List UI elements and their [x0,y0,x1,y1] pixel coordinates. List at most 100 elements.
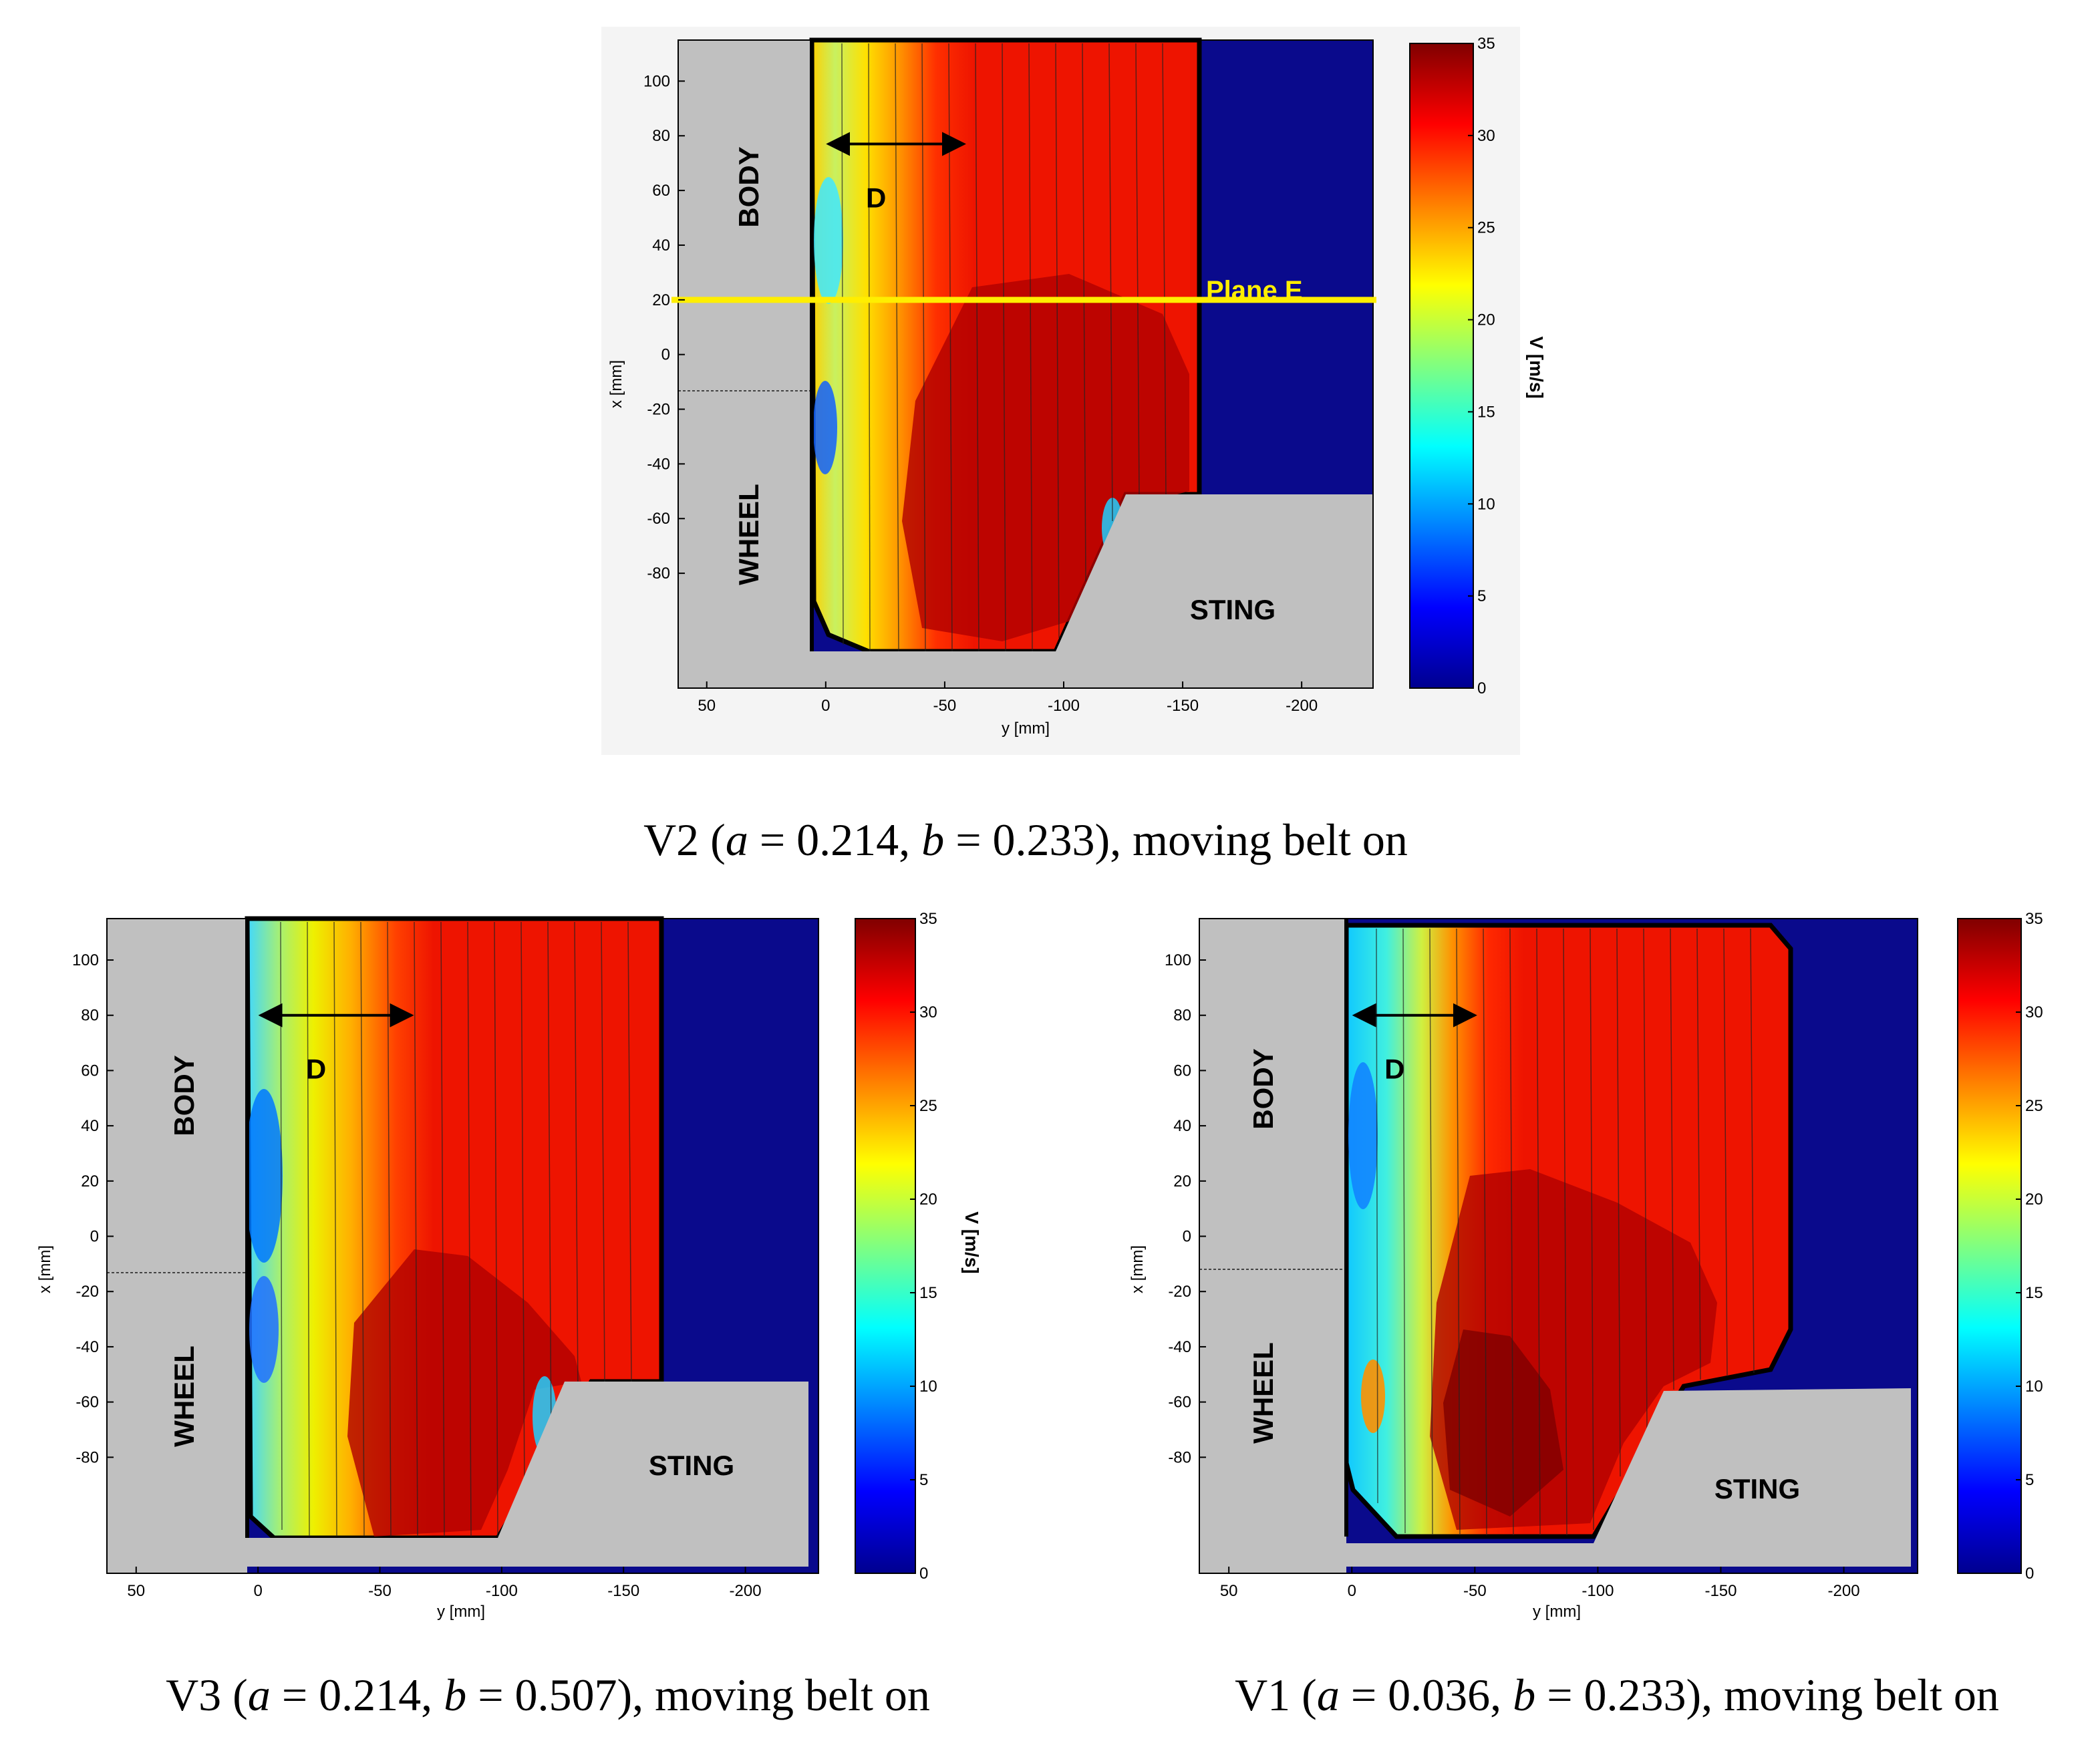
panel-v3-y-tick-label: 40 [81,1117,99,1135]
panel-v1-y-tick-label: -40 [1168,1338,1191,1356]
panel-v3-core-high-velocity [347,1249,581,1537]
panel-v3-wheel-low-velocity [249,1276,279,1383]
panel-v2-d-label: D [866,182,886,214]
panel-v2-colorbar-label: V [m/s] [1526,336,1547,398]
panel-v1-y-tick-label: -60 [1168,1394,1191,1412]
panel-v3-y-tick-label: -40 [76,1338,99,1356]
panel-v2-y-tick-label: 60 [652,182,670,200]
panel-v2-x-tick-label: 0 [821,697,830,715]
panel-v2-x-ticks: 50 0 -50 -100 -150 -200 [698,681,1318,715]
panel-v3-wheel-label: WHEEL [168,1345,200,1447]
panel-v3-d-annotation: D [258,1003,414,1085]
panel-v2-y-axis-label: x [mm] [607,360,625,408]
panel-v3-colorbar-label: V [m/s] [961,1211,982,1273]
panel-v3-colorbar-tick-label: 0 [919,1565,928,1583]
panel-v2-colorbar-tick-label: 20 [1477,311,1495,329]
panel-v1-y-tick-label: -80 [1168,1448,1191,1466]
panel-v2-colorbar-tick-label: 35 [1477,35,1495,53]
panel-v2-y-tick-label: 100 [643,72,670,90]
panel-v1-d-annotation: D [1352,1003,1477,1085]
panel-v2-y-tick-label: -20 [647,401,670,419]
panel-v2-x-tick-label: -50 [933,697,957,715]
panel-v1-sting-label: STING [1714,1473,1800,1504]
panel-v1-streamlines [1376,928,1755,1536]
panel-v1-y-tick-label: 80 [1173,1007,1191,1025]
panel-v2-y-tick-label: -60 [647,510,670,528]
panel-v2-x-tick-label: -100 [1048,697,1080,715]
panel-v1-colorbar-tick-label: 35 [2025,910,2043,928]
panel-v2-body-wheel-block [678,40,812,688]
panel-v2-y-tick-label: 0 [661,346,670,364]
panel-v2-y-tick-label: 20 [652,291,670,309]
panel-v2-y-tick-label: -40 [647,455,670,473]
panel-v3-colorbar-tick-label: 15 [919,1284,937,1302]
panel-v1-x-axis-label: y [mm] [1533,1603,1581,1621]
panel-v1-y-ticks: 100 80 60 40 20 0 -20 -40 -60 -80 [1165,951,1206,1466]
panel-v1-body-label: BODY [1247,1048,1279,1129]
panel-v1-colorbar-tick-label: 20 [2025,1190,2043,1209]
panel-v2-colorbar [1409,43,1474,689]
panel-v1-colorbar-tick-label: 10 [2025,1378,2043,1396]
panel-v3-colorbar-tick-label: 35 [919,910,937,928]
panel-v2-x-tick-label: -200 [1286,697,1318,715]
panel-v3-colorbar-tick-label: 20 [919,1190,937,1209]
panel-v1-peak-velocity [1443,1329,1563,1517]
panel-v3-body-low-velocity [245,1089,283,1263]
panel-v1-x-tick-label: -200 [1828,1582,1860,1600]
panel-v3-sting-block [247,1382,808,1567]
panel-v2-sting-label: STING [1190,594,1276,625]
panel-v2-y-ticks: 100 80 60 40 20 0 -20 -40 -60 -80 [643,72,685,583]
panel-v2-core-high-velocity [902,274,1189,641]
panel-v1-d-label: D [1384,1054,1404,1085]
panel-v3-y-tick-label: -60 [76,1394,99,1412]
panel-v2-colorbar-tick-label: 0 [1477,679,1486,697]
panel-v2-plane-e-label: Plane E [1206,276,1303,305]
panel-v1-body-wheel-block [1199,919,1346,1573]
panel-v1-colorbar-tick-label: 5 [2025,1471,2034,1489]
panel-v1-x-tick-label: -100 [1582,1582,1614,1600]
panel-v3-x-tick-label: -50 [368,1582,392,1600]
panel-v1-colorbar-tick-label: 0 [2025,1565,2034,1583]
panel-v3-colorbar-tick-label: 5 [919,1471,928,1489]
panel-v1-x-tick-label: -150 [1704,1582,1737,1600]
panel-v1-x-tick-label: 50 [1220,1582,1238,1600]
panel-v3-y-tick-label: -80 [76,1448,99,1466]
panel-v1-body-low-velocity [1348,1062,1378,1209]
panel-v3-y-tick-label: 60 [81,1062,99,1080]
panel-v3-caption: V3 (a = 0.214, b = 0.507), moving belt o… [166,1669,930,1720]
panel-v3: BODY WHEEL STING D 100806040200-20-40-60… [36,910,982,1720]
panel-v2-wheel-label: WHEEL [733,484,764,585]
panel-v1-y-tick-label: -20 [1168,1283,1191,1301]
panel-v1-colorbar-tick-label: 25 [2025,1097,2043,1115]
panel-v2-axes-frame [678,39,1374,689]
panel-v3-y-tick-label: 20 [81,1172,99,1190]
panel-v3-y-tick-label: 80 [81,1007,99,1025]
panel-v1-colorbar-tick-label: 15 [2025,1284,2043,1302]
panel-v3-body-label: BODY [168,1055,200,1136]
panel-v3-colorbar [855,918,916,1574]
panel-v2-x-axis-label: y [mm] [1002,720,1050,738]
panel-v1-y-axis-label: x [mm] [1129,1245,1147,1293]
panel-v3-d-label: D [306,1054,326,1085]
panel-v2-y-tick-label: 80 [652,127,670,145]
panel-v1-y-tick-label: 0 [1183,1228,1191,1246]
panel-v3-x-ticks: 50 0 -50 -100 -150 -200 [127,1567,762,1600]
panel-v2-caption: V2 (a = 0.214, b = 0.233), moving belt o… [643,814,1408,865]
panel-v1-x-tick-label: -50 [1463,1582,1487,1600]
panel-v1-y-tick-label: 60 [1173,1062,1191,1080]
panel-v3-y-tick-label: -20 [76,1283,99,1301]
panel-v3-y-tick-label: 0 [90,1228,99,1246]
panel-v3-y-tick-label: 100 [72,951,99,969]
panel-v1-axes-frame [1199,918,1918,1574]
panel-v3-x-tick-label: -150 [607,1582,639,1600]
panel-v1-colorbar-tick-label: 30 [2025,1003,2043,1021]
panel-v1-x-ticks: 50 0 -50 -100 -150 -200 [1220,1567,1860,1600]
panel-v2-x-tick-label: -150 [1167,697,1199,715]
panel-v2-colorbar-tick-label: 15 [1477,403,1495,421]
panel-v2-body-low-velocity [814,177,843,304]
panel-v2-wheel-low-velocity [813,381,837,474]
panel-v1-y-tick-label: 100 [1165,951,1191,969]
panel-v2-colorbar-tick-label: 30 [1477,127,1495,145]
panel-v3-y-ticks: 100 80 60 40 20 0 -20 -40 -60 -80 [72,951,114,1466]
